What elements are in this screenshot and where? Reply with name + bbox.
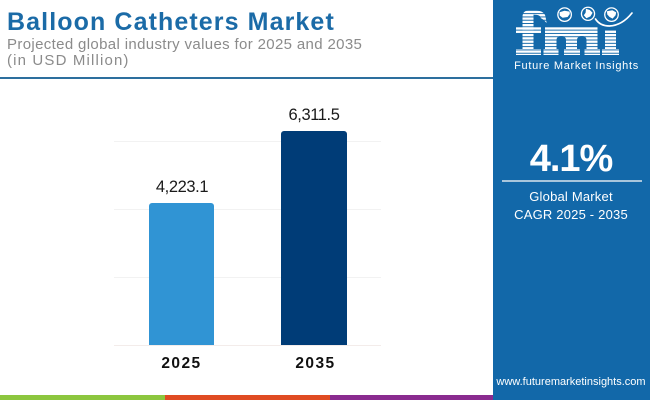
svg-text:Future Market Insights: Future Market Insights (514, 60, 639, 72)
